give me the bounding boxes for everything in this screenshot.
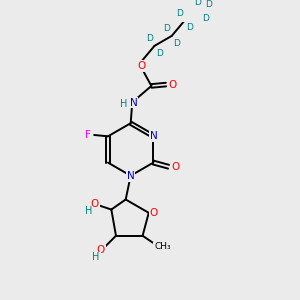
Text: F: F	[85, 130, 91, 140]
Text: D: D	[176, 9, 183, 18]
Text: N: N	[127, 171, 134, 181]
Text: D: D	[186, 23, 193, 32]
Text: N: N	[149, 131, 157, 141]
Text: O: O	[138, 61, 146, 71]
Text: O: O	[150, 208, 158, 218]
Text: D: D	[194, 0, 201, 7]
Text: O: O	[169, 80, 177, 90]
Text: D: D	[205, 0, 212, 9]
Text: D: D	[173, 39, 180, 48]
Text: D: D	[146, 34, 153, 43]
Text: D: D	[163, 24, 170, 33]
Text: H: H	[119, 99, 127, 109]
Text: O: O	[171, 162, 180, 172]
Text: D: D	[202, 14, 209, 23]
Text: H: H	[92, 252, 100, 262]
Text: CH₃: CH₃	[154, 242, 171, 251]
Text: O: O	[91, 199, 99, 209]
Text: H: H	[85, 206, 92, 217]
Text: N: N	[130, 98, 137, 107]
Text: O: O	[97, 244, 105, 255]
Text: D: D	[156, 49, 163, 58]
